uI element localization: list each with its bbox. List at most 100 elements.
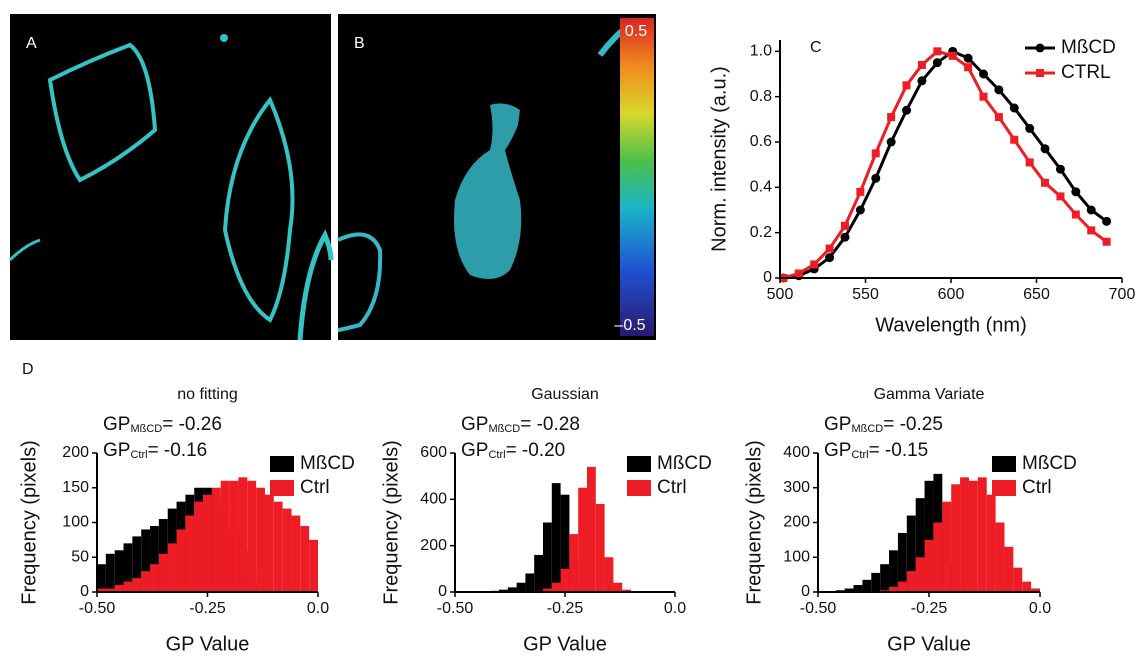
histogram-bar — [176, 529, 186, 592]
histogram-bar — [578, 487, 587, 592]
legend-label: CTRL — [1061, 62, 1111, 83]
histogram-bar — [543, 588, 552, 592]
chart-title: Gaussian — [531, 386, 599, 403]
marker — [917, 76, 927, 86]
legend-label: Ctrl — [657, 477, 687, 498]
histogram-bar — [220, 480, 230, 592]
histogram-bar — [273, 501, 283, 592]
legend-swatch — [627, 480, 651, 496]
annotation-main: GP — [461, 414, 488, 435]
histogram-bar — [933, 522, 943, 592]
annotation-rest: = -0.26 — [162, 414, 222, 435]
y-tick-label: 0 — [80, 583, 89, 600]
x-tick-label: 600 — [938, 286, 965, 303]
annotation: GPMßCD= -0.26 — [103, 414, 222, 435]
y-tick-label: 200 — [420, 537, 447, 554]
x-tick-label: 550 — [852, 286, 879, 303]
image-background — [10, 14, 331, 340]
histogram-bar — [141, 571, 151, 592]
y-tick-label: 150 — [62, 479, 89, 496]
histogram-bar — [897, 532, 907, 592]
histogram-bar — [986, 494, 996, 592]
marker — [1071, 210, 1080, 219]
annotation-rest: = -0.25 — [883, 414, 943, 435]
histogram-bar — [889, 586, 898, 592]
histogram-bar — [282, 508, 292, 592]
cell-outline — [47, 42, 158, 183]
cell-outline — [222, 96, 295, 323]
histogram-bar — [516, 582, 526, 592]
histogram-bar — [291, 515, 301, 592]
marker — [1056, 192, 1065, 201]
histogram-bar — [951, 484, 961, 592]
legend-label: MßCD — [657, 453, 712, 474]
marker — [933, 47, 942, 56]
annotation: GPMßCD= -0.28 — [461, 414, 580, 435]
marker — [825, 244, 834, 253]
histogram-bar — [862, 579, 872, 592]
cell-outline — [337, 232, 383, 332]
marker — [978, 69, 988, 79]
annotation-sub: MßCD — [851, 423, 883, 435]
histogram-bar — [915, 557, 925, 592]
marker — [1041, 178, 1050, 187]
histogram-bar — [995, 522, 1005, 592]
histogram-bar — [194, 501, 204, 592]
y-axis-label: Frequency (pixels) — [380, 440, 402, 605]
histogram-bar — [560, 494, 570, 592]
speck — [8, 238, 41, 262]
annotation: GPMßCD= -0.25 — [824, 414, 943, 435]
histogram-bar — [123, 581, 133, 592]
annotation-sub: MßCD — [130, 423, 162, 435]
histogram-bar — [123, 543, 133, 592]
marker — [994, 85, 1004, 95]
y-tick-label: 400 — [420, 491, 447, 508]
histogram-bar — [1022, 581, 1032, 592]
line — [783, 49, 1108, 280]
histogram-bar — [960, 477, 969, 592]
histogram-bar — [844, 588, 854, 592]
y-tick-label: 0.2 — [750, 224, 772, 241]
marker — [979, 92, 988, 101]
annotation: GPCtrl= -0.15 — [824, 440, 928, 461]
x-tick-label: -0.50 — [800, 600, 837, 617]
y-tick-label: 400 — [783, 444, 810, 461]
histogram-bar — [604, 557, 614, 592]
colorbar-tick-label: 0.5 — [625, 23, 647, 40]
marker — [1040, 144, 1050, 154]
annotation-sub: MßCD — [488, 423, 520, 435]
marker — [886, 137, 896, 147]
histogram-bar — [141, 529, 151, 592]
x-axis-label: Wavelength (nm) — [875, 314, 1027, 336]
legend-label: MßCD — [1061, 37, 1116, 58]
marker — [840, 221, 849, 230]
marker — [1055, 164, 1065, 174]
histogram-bar — [150, 525, 159, 592]
colorbar-tick-label: –0.5 — [614, 317, 645, 334]
histogram-bar — [309, 539, 318, 592]
marker — [963, 53, 973, 63]
annotation: GPCtrl= -0.16 — [103, 440, 207, 461]
histogram-bar — [915, 498, 925, 592]
marker — [887, 113, 896, 122]
x-tick-label: -0.50 — [437, 600, 474, 617]
histogram-bar — [889, 550, 898, 592]
marker — [994, 113, 1003, 122]
y-tick-label: 50 — [71, 548, 89, 565]
image-b: B 0.5 –0.5 — [337, 14, 656, 340]
histogram-bar — [158, 553, 168, 592]
marker — [932, 58, 942, 68]
histogram-bar — [906, 515, 916, 592]
histogram-bar — [105, 588, 115, 592]
legend-swatch — [627, 456, 651, 472]
histogram-bar — [300, 525, 310, 592]
histogram-bar — [880, 564, 890, 592]
marker — [1025, 158, 1034, 167]
histogram-bar — [150, 564, 159, 592]
x-tick-label: -0.25 — [547, 600, 584, 617]
legend-marker — [1035, 43, 1045, 53]
histogram-bar — [924, 539, 934, 592]
x-axis-label: GP Value — [166, 633, 250, 655]
y-tick-label: 600 — [420, 444, 447, 461]
y-tick-label: 0 — [801, 583, 810, 600]
